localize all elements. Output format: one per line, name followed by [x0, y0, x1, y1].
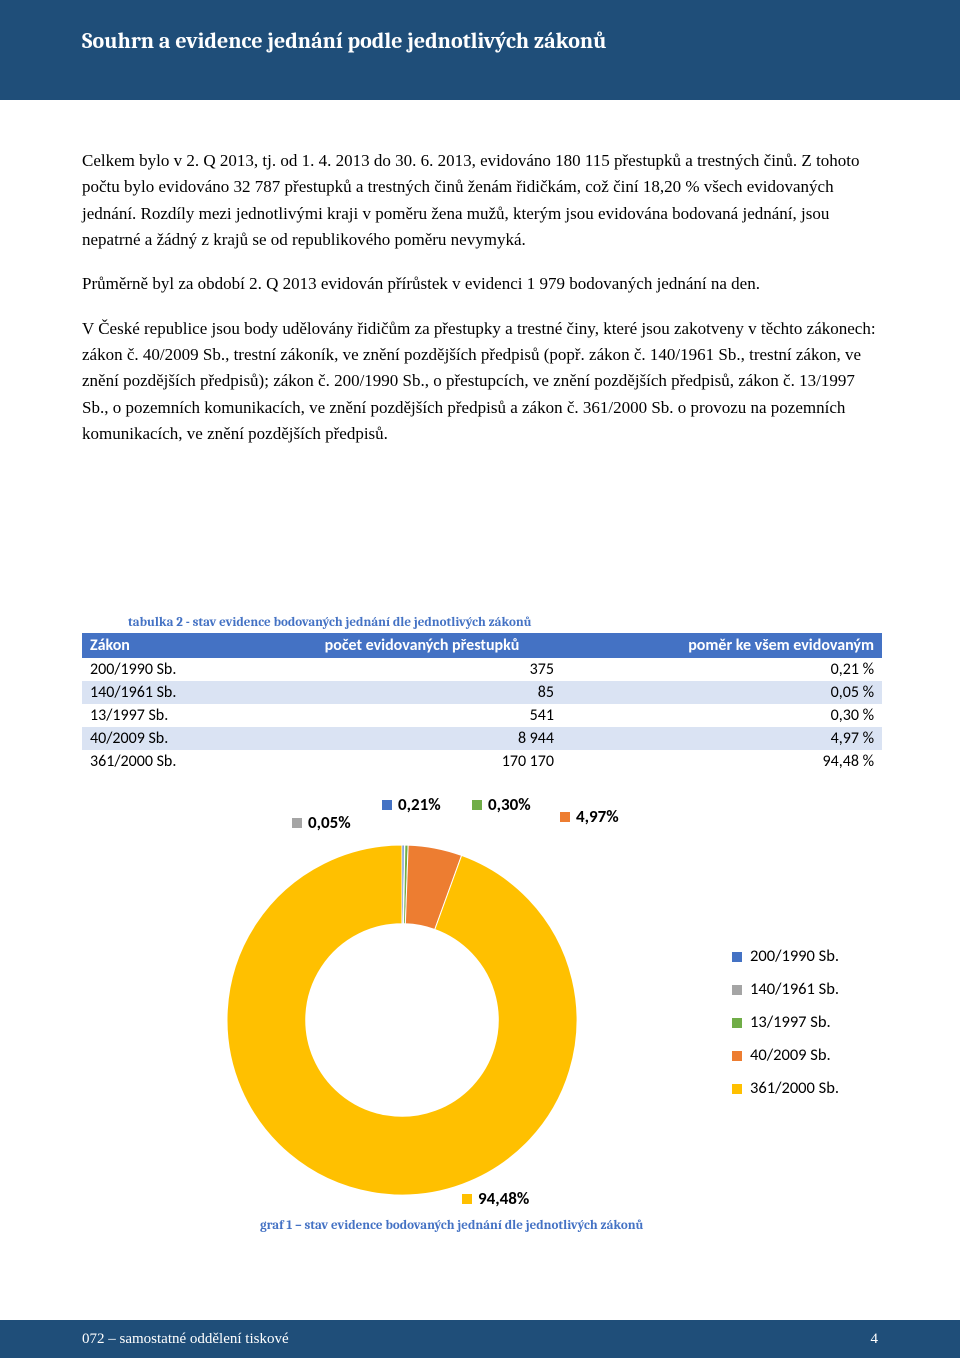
- chart-data-label: 0,05%: [292, 812, 351, 833]
- donut-svg-wrap: [222, 840, 582, 1200]
- square-marker-icon: [732, 985, 742, 995]
- chart-data-label: 0,21%: [382, 794, 441, 815]
- square-marker-icon: [292, 818, 302, 828]
- square-marker-icon: [382, 800, 392, 810]
- table-row: 40/2009 Sb. 8 944 4,97 %: [82, 727, 882, 750]
- table-caption: tabulka 2 - stav evidence bodovaných jed…: [128, 615, 532, 630]
- table-header-row: Zákon počet evidovaných přestupků poměr …: [82, 633, 882, 658]
- col-pomer: poměr ke všem evidovaným: [562, 633, 882, 658]
- paragraph-2: Průměrně byl za období 2. Q 2013 evidová…: [82, 271, 882, 297]
- table-row: 200/1990 Sb. 375 0,21 %: [82, 658, 882, 681]
- evidence-table: Zákon počet evidovaných přestupků poměr …: [82, 633, 882, 773]
- square-marker-icon: [732, 1018, 742, 1028]
- legend-item: 40/2009 Sb.: [732, 1039, 839, 1072]
- square-marker-icon: [732, 1084, 742, 1094]
- footer-page-number: 4: [871, 1331, 879, 1348]
- legend-item: 361/2000 Sb.: [732, 1072, 839, 1105]
- paragraph-1: Celkem bylo v 2. Q 2013, tj. od 1. 4. 20…: [82, 148, 882, 253]
- donut-svg: [222, 840, 582, 1200]
- page-header: Souhrn a evidence jednání podle jednotli…: [0, 0, 960, 100]
- chart-caption: graf 1 – stav evidence bodovaných jednán…: [260, 1218, 643, 1233]
- square-marker-icon: [732, 1051, 742, 1061]
- body-text: Celkem bylo v 2. Q 2013, tj. od 1. 4. 20…: [82, 148, 882, 465]
- chart-data-label: 0,30%: [472, 794, 531, 815]
- table-row: 361/2000 Sb. 170 170 94,48 %: [82, 750, 882, 773]
- chart-data-label: 4,97%: [560, 806, 619, 827]
- footer-left: 072 – samostatné oddělení tiskové: [82, 1331, 289, 1348]
- legend-item: 13/1997 Sb.: [732, 1006, 839, 1039]
- table-row: 140/1961 Sb. 85 0,05 %: [82, 681, 882, 704]
- square-marker-icon: [560, 812, 570, 822]
- page-footer: 072 – samostatné oddělení tiskové 4: [0, 1320, 960, 1358]
- legend-item: 200/1990 Sb.: [732, 940, 839, 973]
- chart-legend: 200/1990 Sb. 140/1961 Sb. 13/1997 Sb. 40…: [732, 940, 839, 1105]
- col-pocet: počet evidovaných přestupků: [282, 633, 562, 658]
- paragraph-3: V České republice jsou body udělovány ři…: [82, 316, 882, 448]
- page-title: Souhrn a evidence jednání podle jednotli…: [82, 28, 607, 54]
- square-marker-icon: [472, 800, 482, 810]
- donut-slice: [227, 845, 577, 1195]
- col-zakon: Zákon: [82, 633, 282, 658]
- legend-item: 140/1961 Sb.: [732, 973, 839, 1006]
- donut-chart: 0,21% 0,05% 0,30% 4,97% 94,48% 200/1990 …: [82, 790, 882, 1210]
- table-row: 13/1997 Sb. 541 0,30 %: [82, 704, 882, 727]
- square-marker-icon: [732, 952, 742, 962]
